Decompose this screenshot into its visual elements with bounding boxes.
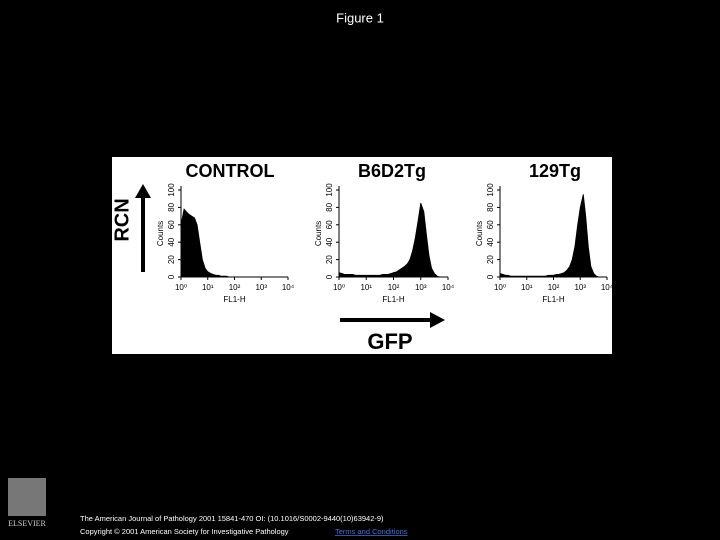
y-tick-label: 0 [167, 274, 176, 279]
y-tick-label: 100 [486, 183, 495, 197]
y-tick-label: 60 [486, 220, 495, 229]
y-tick-label: 100 [167, 183, 176, 197]
y-tick-label: 40 [325, 237, 334, 246]
y-tick-label: 20 [167, 255, 176, 264]
x-tick-label: 10³ [415, 283, 427, 292]
chart-title: CONTROL [186, 161, 275, 181]
y-tick-label: 0 [325, 274, 334, 279]
x-tick-label: 10⁰ [494, 283, 506, 292]
y-tick-label: 80 [325, 202, 334, 211]
y-axis-label: Counts [314, 221, 323, 246]
x-tick-label: 10² [548, 283, 560, 292]
y-tick-label: 80 [167, 202, 176, 211]
y-tick-label: 60 [325, 220, 334, 229]
chart-title: 129Tg [529, 161, 581, 181]
x-axis-label: FL1-H [382, 295, 404, 304]
x-tick-label: 10⁴ [442, 283, 455, 292]
x-tick-label: 10¹ [202, 283, 214, 292]
x-tick-label: 10⁰ [175, 283, 187, 292]
y-tick-label: 100 [325, 183, 334, 197]
y-tick-label: 20 [325, 255, 334, 264]
chart-title: B6D2Tg [358, 161, 426, 181]
y-tick-label: 60 [167, 220, 176, 229]
citation: The American Journal of Pathology 2001 1… [80, 514, 384, 523]
histogram [338, 202, 448, 278]
copyright: Copyright © 2001 American Society for In… [80, 527, 289, 536]
x-tick-label: 10⁴ [282, 283, 295, 292]
slide-title: Figure 1 [336, 10, 384, 25]
figure-y-label: RCN [111, 198, 133, 241]
histogram [499, 194, 607, 278]
histogram [180, 208, 288, 278]
y-tick-label: 0 [486, 274, 495, 279]
terms-link[interactable]: Terms and Conditions [335, 527, 408, 536]
x-tick-label: 10³ [255, 283, 267, 292]
x-tick-label: 10⁴ [601, 283, 614, 292]
x-tick-label: 10⁰ [333, 283, 345, 292]
y-arrow-head [135, 184, 151, 198]
y-tick-label: 40 [167, 237, 176, 246]
x-tick-label: 10² [229, 283, 241, 292]
x-tick-label: 10² [388, 283, 400, 292]
y-axis-label: Counts [475, 221, 484, 246]
y-tick-label: 40 [486, 237, 495, 246]
y-tick-label: 20 [486, 255, 495, 264]
figure-x-label: GFP [367, 329, 412, 354]
x-axis-label: FL1-H [542, 295, 564, 304]
logo-tree [8, 478, 46, 516]
x-axis-label: FL1-H [223, 295, 245, 304]
x-tick-label: 10¹ [521, 283, 533, 292]
y-axis-label: Counts [156, 221, 165, 246]
x-arrow-head [430, 312, 445, 328]
x-tick-label: 10¹ [360, 283, 372, 292]
x-tick-label: 10³ [574, 283, 586, 292]
logo-text: ELSEVIER [8, 519, 46, 528]
y-tick-label: 80 [486, 202, 495, 211]
